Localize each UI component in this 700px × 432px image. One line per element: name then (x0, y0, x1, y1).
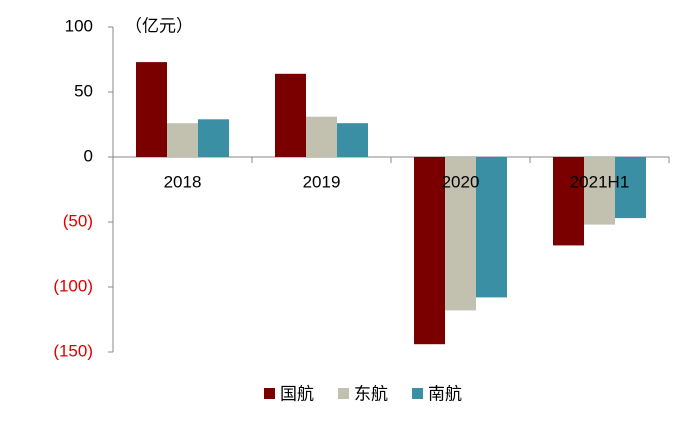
bar (584, 157, 615, 225)
legend-swatch (264, 388, 275, 399)
bar (553, 157, 584, 246)
bar (167, 123, 198, 157)
y-tick-label: 0 (84, 146, 93, 165)
y-tick-label: (150) (53, 341, 93, 360)
bar (198, 119, 229, 157)
legend-swatch (338, 388, 349, 399)
bar (337, 123, 368, 157)
bar (275, 73, 306, 157)
bar (445, 157, 476, 311)
legend-label: 南航 (428, 384, 462, 403)
x-tick-label: 2021H1 (570, 172, 630, 191)
bar (414, 157, 445, 345)
y-tick-label: (50) (63, 211, 93, 230)
y-tick-label: 100 (65, 16, 93, 35)
bar (136, 62, 167, 157)
y-tick-label: (100) (53, 276, 93, 295)
bar (615, 157, 646, 219)
unit-label: （亿元） (125, 16, 193, 35)
y-tick-label: 50 (74, 81, 93, 100)
x-tick-label: 2019 (303, 172, 341, 191)
x-tick-label: 2018 (164, 172, 202, 191)
legend-swatch (412, 388, 423, 399)
bar (306, 116, 337, 157)
x-tick-label: 2020 (442, 172, 480, 191)
legend-label: 国航 (280, 384, 314, 403)
legend-label: 东航 (354, 384, 388, 403)
bar (476, 157, 507, 298)
